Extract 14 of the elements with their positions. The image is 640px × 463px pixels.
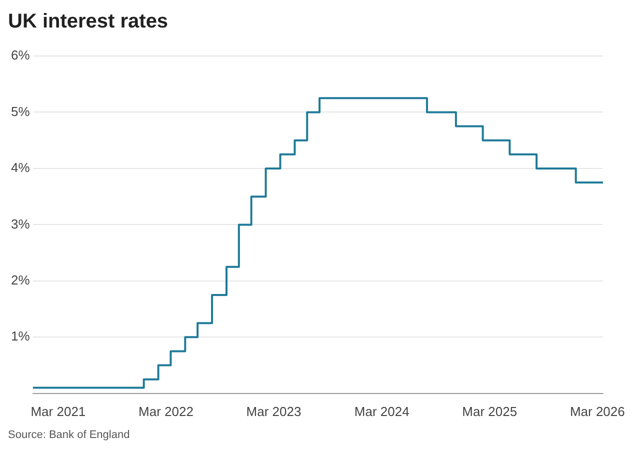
x-tick-label: Mar 2025 <box>462 404 518 419</box>
source-note: Source: Bank of England <box>8 429 131 441</box>
y-tick-label: 3% <box>10 216 30 232</box>
x-tick-label: Mar 2022 <box>138 404 194 419</box>
y-tick-label: 1% <box>10 328 30 344</box>
y-tick-label: 4% <box>10 160 30 176</box>
chart-title: UK interest rates <box>8 10 168 33</box>
x-tick-label: Mar 2026 <box>570 404 625 419</box>
y-tick-label: 6% <box>10 48 30 63</box>
x-tick-label: Mar 2024 <box>354 404 410 419</box>
x-tick-label: Mar 2021 <box>30 404 86 419</box>
x-tick-label: Mar 2023 <box>246 404 302 419</box>
y-tick-label: 5% <box>10 104 30 119</box>
y-tick-label: 2% <box>10 272 30 288</box>
